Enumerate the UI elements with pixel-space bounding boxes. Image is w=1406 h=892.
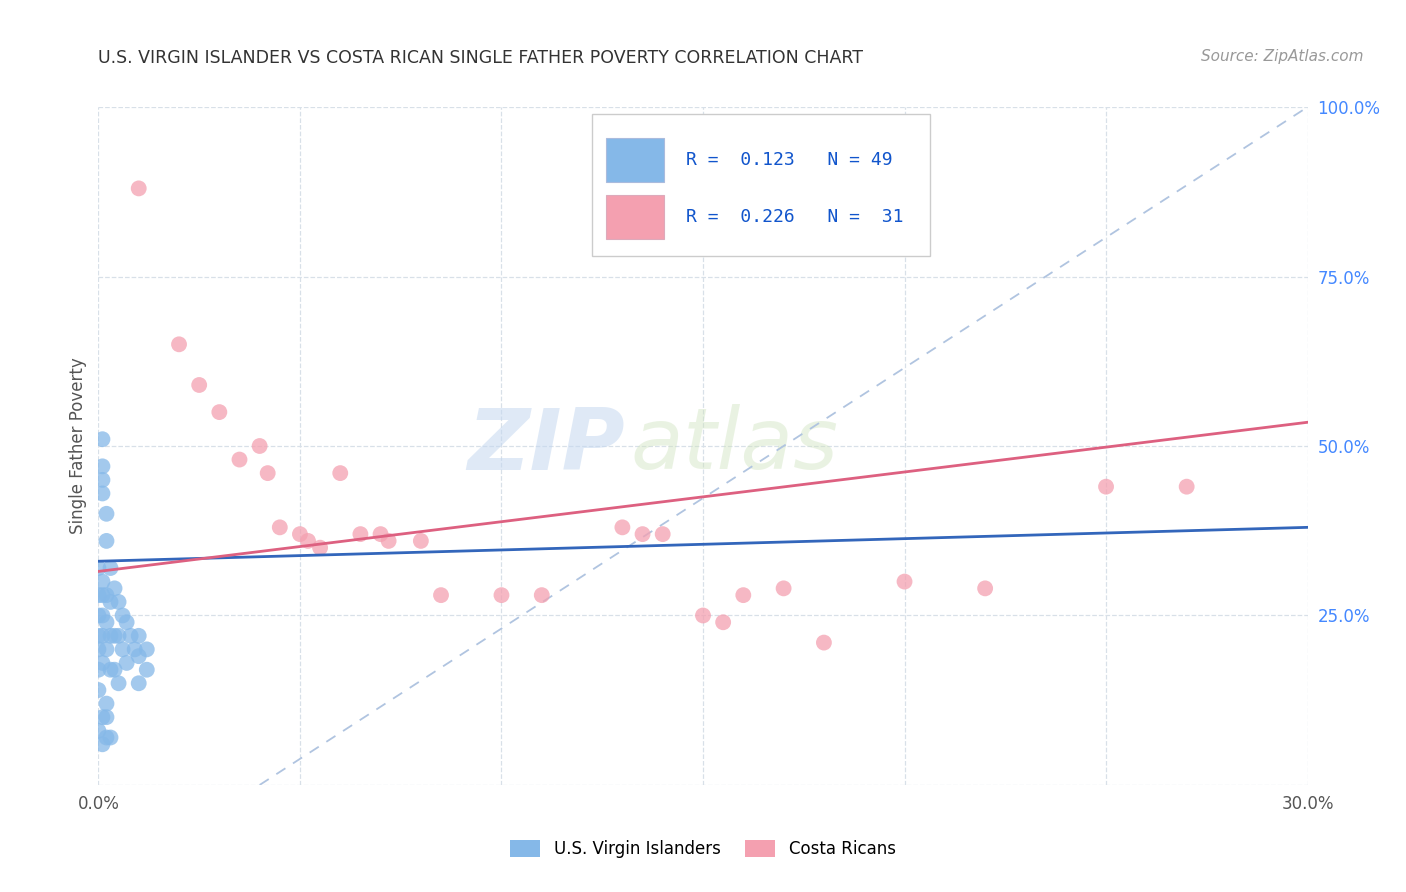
Point xyxy=(100,561,122,575)
Point xyxy=(370,527,392,541)
Point xyxy=(91,710,114,724)
Point xyxy=(87,642,110,657)
Point xyxy=(103,663,125,677)
Point xyxy=(228,452,250,467)
Point xyxy=(256,466,278,480)
Point xyxy=(974,582,997,596)
Point xyxy=(377,533,399,548)
Point xyxy=(772,582,794,596)
Point xyxy=(430,588,453,602)
Point xyxy=(692,608,714,623)
Point xyxy=(612,520,634,534)
Point xyxy=(491,588,513,602)
Point xyxy=(530,588,553,602)
Point xyxy=(91,656,114,670)
Point xyxy=(91,629,114,643)
Point xyxy=(733,588,755,602)
Point xyxy=(96,588,118,602)
Point xyxy=(87,561,110,575)
Point xyxy=(91,588,114,602)
Point xyxy=(135,663,157,677)
Point xyxy=(249,439,271,453)
Point xyxy=(288,527,311,541)
Point xyxy=(111,608,134,623)
Point xyxy=(651,527,673,541)
FancyBboxPatch shape xyxy=(606,195,664,239)
Point xyxy=(711,615,734,630)
Point xyxy=(96,710,118,724)
Point xyxy=(813,635,835,649)
Point xyxy=(100,595,122,609)
Point xyxy=(115,656,138,670)
Point xyxy=(128,181,150,195)
Point xyxy=(128,629,150,643)
Point xyxy=(100,731,122,745)
Point xyxy=(96,615,118,630)
Text: atlas: atlas xyxy=(630,404,838,488)
Text: U.S. VIRGIN ISLANDER VS COSTA RICAN SINGLE FATHER POVERTY CORRELATION CHART: U.S. VIRGIN ISLANDER VS COSTA RICAN SING… xyxy=(98,49,863,67)
Point xyxy=(893,574,915,589)
Point xyxy=(188,378,211,392)
Point xyxy=(111,642,134,657)
Point xyxy=(329,466,352,480)
Point xyxy=(91,574,114,589)
Point xyxy=(100,663,122,677)
Point xyxy=(309,541,332,555)
Point xyxy=(631,527,654,541)
Point xyxy=(297,533,319,548)
Point xyxy=(107,595,129,609)
Point xyxy=(120,629,142,643)
Point xyxy=(91,737,114,751)
Point xyxy=(96,642,118,657)
Legend: U.S. Virgin Islanders, Costa Ricans: U.S. Virgin Islanders, Costa Ricans xyxy=(503,833,903,864)
Text: Source: ZipAtlas.com: Source: ZipAtlas.com xyxy=(1201,49,1364,64)
Y-axis label: Single Father Poverty: Single Father Poverty xyxy=(69,358,87,534)
Point xyxy=(87,608,110,623)
Point xyxy=(100,629,122,643)
Text: R =  0.123   N = 49: R = 0.123 N = 49 xyxy=(686,151,893,169)
Point xyxy=(103,582,125,596)
Point xyxy=(1175,480,1198,494)
Point xyxy=(91,486,114,500)
Point xyxy=(96,507,118,521)
Point xyxy=(128,676,150,690)
Point xyxy=(87,683,110,698)
Point xyxy=(87,629,110,643)
Point xyxy=(91,473,114,487)
FancyBboxPatch shape xyxy=(606,137,664,182)
Point xyxy=(409,533,432,548)
Text: ZIP: ZIP xyxy=(467,404,624,488)
Point xyxy=(87,588,110,602)
Point xyxy=(128,649,150,664)
Point xyxy=(103,629,125,643)
Text: R =  0.226   N =  31: R = 0.226 N = 31 xyxy=(686,208,904,227)
Point xyxy=(87,723,110,738)
Point xyxy=(107,629,129,643)
Point xyxy=(115,615,138,630)
Point xyxy=(135,642,157,657)
Point xyxy=(269,520,291,534)
Point xyxy=(91,459,114,474)
Point xyxy=(167,337,190,351)
Point xyxy=(96,731,118,745)
Point xyxy=(87,663,110,677)
FancyBboxPatch shape xyxy=(592,114,931,256)
Point xyxy=(91,432,114,446)
Point xyxy=(96,697,118,711)
Point xyxy=(91,608,114,623)
Point xyxy=(349,527,371,541)
Point xyxy=(96,533,118,548)
Point xyxy=(107,676,129,690)
Point xyxy=(1095,480,1118,494)
Point xyxy=(124,642,146,657)
Point xyxy=(208,405,231,419)
